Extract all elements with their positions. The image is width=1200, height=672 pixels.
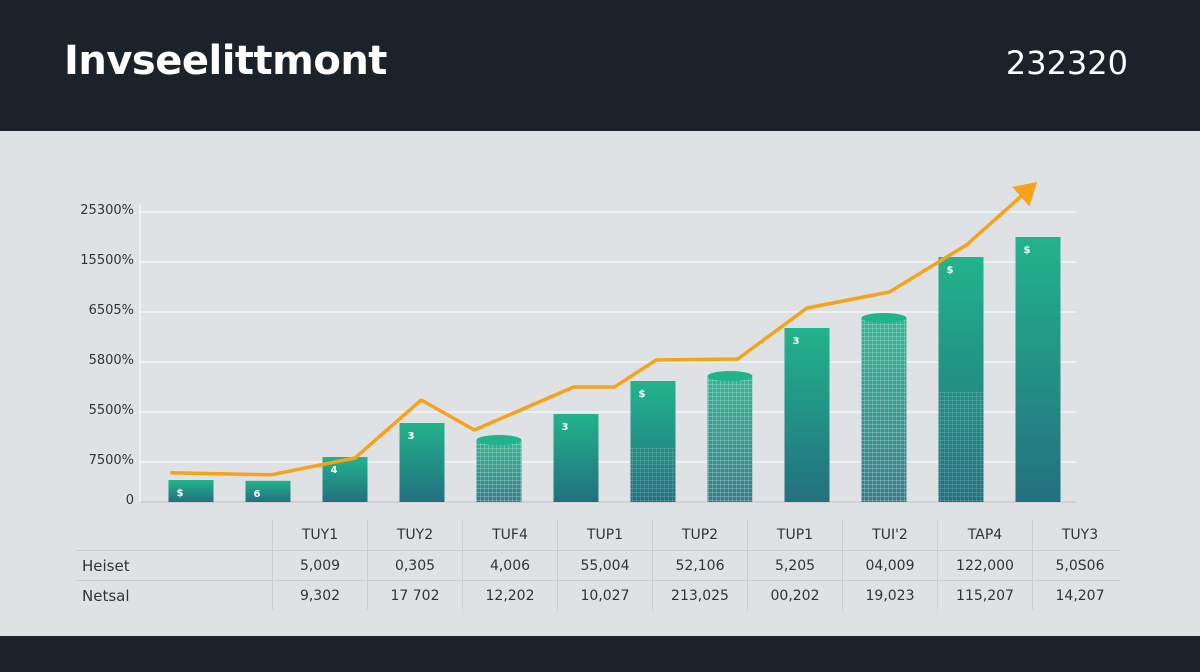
bar: $ xyxy=(1015,237,1061,502)
y-tick-label: 25300% xyxy=(80,203,134,218)
page-title: Invseelittmont xyxy=(64,38,387,84)
y-tick-label: 5500% xyxy=(88,403,134,418)
bar-label: $ xyxy=(177,488,184,499)
bar xyxy=(861,313,907,502)
y-tick-label: 7500% xyxy=(88,453,134,468)
cylinder-cap xyxy=(707,371,753,381)
bar-label: 3 xyxy=(562,422,569,433)
bar-label: 3 xyxy=(793,336,800,347)
row-divider xyxy=(76,580,1120,581)
bar: $ xyxy=(938,257,984,502)
table-cell: 12,202 xyxy=(462,581,557,611)
y-tick-label: 5800% xyxy=(88,353,134,368)
bar: $ xyxy=(630,381,676,502)
table-cell: 5,009 xyxy=(272,551,367,581)
cylinder-cap xyxy=(861,313,907,323)
table-cell: 55,004 xyxy=(557,551,652,581)
bar-label: $ xyxy=(1024,245,1031,256)
column-header: TUY1 xyxy=(272,520,367,550)
bar-label: 3 xyxy=(408,431,415,442)
arrow-head-icon xyxy=(1012,182,1038,207)
table-cell: 4,006 xyxy=(462,551,557,581)
table-cell: 9,302 xyxy=(272,581,367,611)
row-label: Netsal xyxy=(82,587,130,605)
column-header: TUP1 xyxy=(747,520,842,550)
bar: 3 xyxy=(553,414,599,502)
column-header: TUP2 xyxy=(652,520,747,550)
header-value: 232320 xyxy=(1005,44,1128,82)
column-header: TUI'2 xyxy=(842,520,937,550)
table-cell: 213,025 xyxy=(652,581,747,611)
bar-label: $ xyxy=(947,265,954,276)
table-cell: 19,023 xyxy=(842,581,937,611)
table-cell: 10,027 xyxy=(557,581,652,611)
bar xyxy=(707,371,753,502)
footer xyxy=(0,636,1200,672)
column-header: TAP4 xyxy=(937,520,1032,550)
row-divider xyxy=(76,550,1120,551)
y-tick-label: 6505% xyxy=(88,303,134,318)
trend-line xyxy=(170,195,1022,477)
table-row: Netsal 9,302 17 702 12,202 10,027 213,025 00,2… xyxy=(76,581,1120,611)
table-cell: 5,205 xyxy=(747,551,842,581)
header: Invseelittmont 232320 xyxy=(0,0,1200,131)
bar: 3 xyxy=(784,328,830,502)
cylinder-cap xyxy=(476,435,522,445)
bar xyxy=(476,435,522,502)
table-cell: 52,106 xyxy=(652,551,747,581)
bar-label: $ xyxy=(639,389,646,400)
row-label: Heiset xyxy=(82,557,130,575)
bar-label: 6 xyxy=(254,489,261,500)
table-cell: 122,000 xyxy=(937,551,1032,581)
y-tick-label: 15500% xyxy=(80,253,134,268)
column-header: TUY2 xyxy=(367,520,462,550)
column-header: TUF4 xyxy=(462,520,557,550)
table-cell: 04,009 xyxy=(842,551,937,581)
column-header: TUY3 xyxy=(1032,520,1127,550)
y-tick-label: 0 xyxy=(125,493,134,508)
table-cell: 00,202 xyxy=(747,581,842,611)
column-header: TUP1 xyxy=(557,520,652,550)
table-cell: 0,305 xyxy=(367,551,462,581)
table-header-row: TUY1 TUY2 TUF4 TUP1 TUP2 TUP1 TUI'2 TAP4 TUY3 xyxy=(76,520,1120,550)
bar: 3 xyxy=(399,423,445,502)
table-cell: 14,207 xyxy=(1032,581,1127,611)
bar: $ xyxy=(168,480,214,502)
bar: 6 xyxy=(245,480,291,502)
table-cell: 5,0S06 xyxy=(1032,551,1127,581)
table-row: Heiset 5,009 0,305 4,006 55,004 52,106 5,205 04… xyxy=(76,551,1120,581)
bar-label: 4 xyxy=(331,465,338,476)
table-cell: 17 702 xyxy=(367,581,462,611)
table-cell: 115,207 xyxy=(937,581,1032,611)
